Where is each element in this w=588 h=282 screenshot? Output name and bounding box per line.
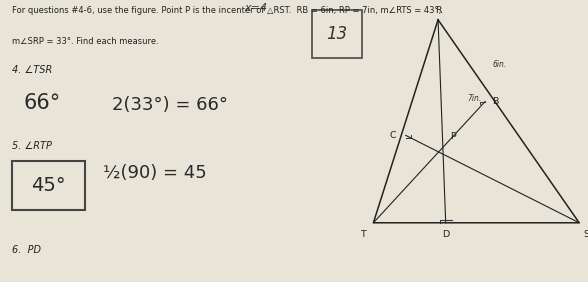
Text: 6in.: 6in. [493, 60, 507, 69]
Text: B: B [493, 97, 499, 106]
Text: 2(33°) = 66°: 2(33°) = 66° [112, 96, 228, 114]
Text: R: R [435, 6, 442, 15]
Text: x=4: x=4 [244, 3, 268, 13]
Text: 7in.: 7in. [467, 94, 482, 103]
Text: m∠SRP = 33°. Find each measure.: m∠SRP = 33°. Find each measure. [12, 37, 159, 46]
Text: T: T [360, 230, 366, 239]
Text: S: S [583, 230, 588, 239]
Text: 5. ∠RTP: 5. ∠RTP [12, 141, 52, 151]
Text: 13: 13 [326, 25, 348, 43]
Text: For questions #4-6, use the figure. Point P is the incenter of △RST.  RB = 6in, : For questions #4-6, use the figure. Poin… [12, 6, 441, 15]
Text: 66°: 66° [24, 93, 61, 113]
Text: ½(90) = 45: ½(90) = 45 [103, 164, 206, 182]
Text: 45°: 45° [31, 176, 66, 195]
Text: 4. ∠TSR: 4. ∠TSR [12, 65, 52, 75]
Text: C: C [389, 131, 396, 140]
FancyBboxPatch shape [12, 161, 85, 210]
FancyBboxPatch shape [312, 10, 362, 58]
Text: P: P [450, 132, 456, 141]
Text: 6.  PD: 6. PD [12, 245, 41, 255]
Text: D: D [442, 230, 449, 239]
